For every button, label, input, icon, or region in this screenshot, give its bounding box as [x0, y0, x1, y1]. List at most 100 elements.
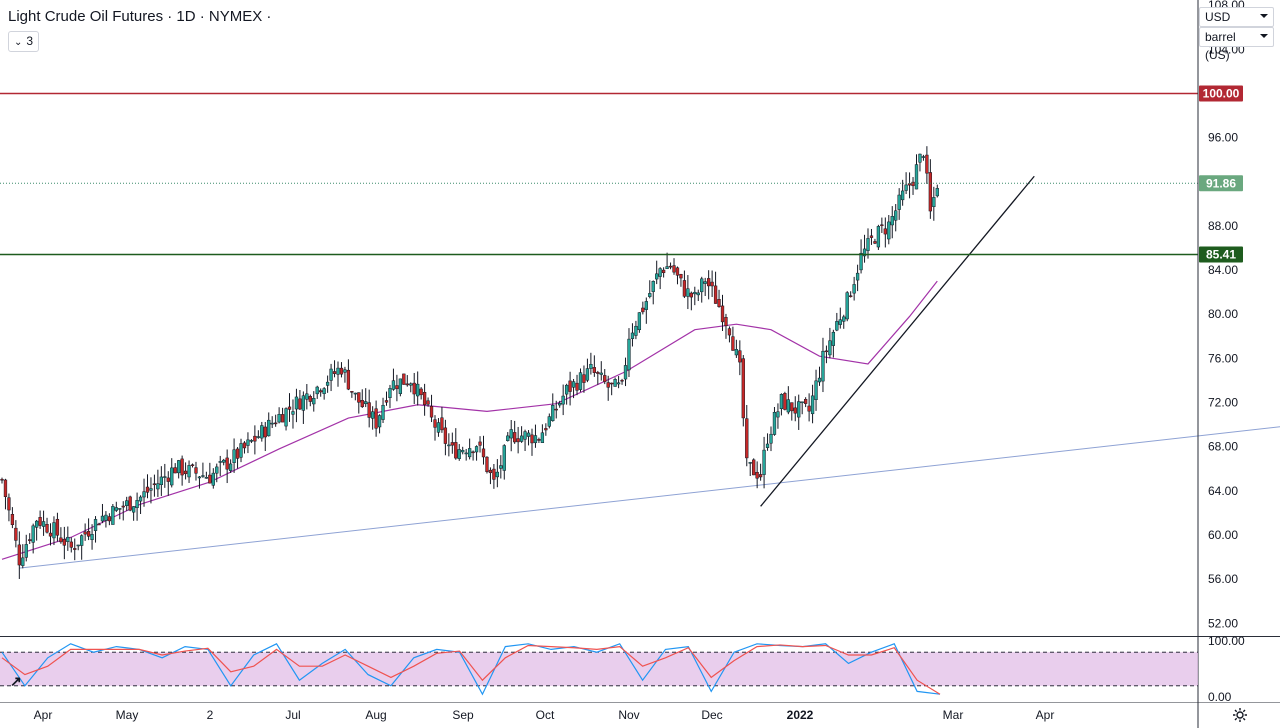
candle-body [575, 382, 579, 391]
candle-body [478, 441, 482, 446]
candle-body [90, 534, 94, 540]
candle-body [201, 475, 205, 477]
candle-body [280, 414, 285, 423]
candle-body [571, 381, 576, 388]
candle-body [173, 467, 177, 474]
candle-body [450, 442, 454, 446]
candle-body [481, 448, 486, 458]
candle-body [339, 367, 344, 375]
candle-body [845, 292, 849, 320]
candle-body [308, 396, 312, 402]
candle-body [790, 402, 794, 412]
candle-body [731, 336, 735, 351]
candle-body [578, 372, 583, 390]
time-tick-label: Aug [365, 708, 386, 722]
candle-body [925, 154, 929, 174]
candle-body [409, 383, 413, 386]
candle-body [547, 416, 551, 427]
candle-body [443, 427, 448, 444]
candle-body [128, 496, 132, 511]
candle-body [329, 368, 333, 381]
candle-body [707, 278, 711, 287]
candle-body [679, 274, 683, 279]
candle-body [474, 446, 479, 453]
tradingview-logo: ↗ [10, 673, 22, 689]
candle-body [589, 363, 593, 369]
candle-body [741, 358, 745, 419]
candle-body [204, 477, 209, 479]
candle-body [627, 338, 631, 371]
candle-body [765, 443, 770, 448]
candle-body [260, 425, 264, 439]
gear-icon[interactable] [1232, 707, 1248, 723]
candle-body [267, 419, 271, 437]
stochastic-pane: 0.00 100.00 ↗ [0, 634, 1245, 704]
candle-body [838, 319, 842, 325]
candle-body [897, 194, 901, 210]
price-tick-label: 68.00 [1208, 440, 1238, 454]
candle-body [62, 538, 67, 546]
time-axis[interactable]: Apr May 2 Jul Aug Sep Oct Nov Dec 2022 Mar Apr [0, 702, 1280, 723]
time-tick-label: Nov [618, 708, 639, 722]
candle-body [14, 527, 18, 541]
candle-body [873, 241, 877, 244]
candle-body [80, 535, 84, 546]
candle-body [336, 367, 340, 375]
candle-body [911, 181, 915, 187]
candlesticks [0, 146, 939, 579]
candle-body [222, 459, 226, 463]
candle-body [554, 408, 558, 411]
stoch-tick-label: 0.00 [1208, 690, 1232, 704]
candle-body [294, 396, 299, 410]
candle-body [343, 369, 347, 373]
candle-body [519, 435, 524, 442]
time-tick-label: 2022 [787, 708, 814, 722]
candle-body [606, 382, 610, 388]
candle-body [291, 411, 295, 415]
candle-body [880, 224, 884, 226]
candle-body [866, 238, 870, 251]
currency-select[interactable]: USD [1199, 7, 1274, 27]
candle-body [762, 449, 766, 475]
candle-body [769, 433, 773, 444]
time-tick-label: May [116, 708, 139, 722]
candle-body [686, 288, 690, 297]
candle-body [322, 388, 326, 394]
candle-body [564, 384, 569, 395]
candle-body [93, 519, 98, 531]
candle-body [433, 419, 437, 428]
candle-body [461, 450, 465, 453]
candle-body [807, 405, 811, 412]
candle-body [73, 548, 77, 550]
candle-body [485, 456, 489, 472]
candle-body [416, 383, 420, 397]
time-tick-label: 2 [207, 708, 214, 722]
candle-body [142, 491, 146, 498]
candle-body [734, 349, 739, 356]
candle-body [138, 496, 143, 502]
candle-body [41, 521, 46, 527]
indicators-collapse-button[interactable]: ⌄ 3 [8, 31, 40, 52]
candle-body [523, 431, 527, 440]
candle-body [388, 388, 392, 399]
candle-body [419, 388, 423, 396]
candle-body [495, 471, 500, 478]
candle-body [454, 442, 458, 459]
candle-body [235, 448, 240, 459]
candle-body [748, 462, 752, 464]
candle-body [319, 390, 323, 393]
candle-body [381, 404, 385, 420]
candle-body [835, 321, 839, 331]
unit-select[interactable]: barrel (US) [1199, 27, 1274, 62]
candle-body [287, 406, 292, 410]
candle-body [928, 172, 933, 212]
candle-body [585, 368, 590, 381]
candle-body [0, 478, 4, 481]
candle-body [55, 518, 60, 536]
candle-body [305, 393, 309, 400]
resistance-label: 100.00 [1203, 86, 1240, 100]
candle-body [499, 465, 503, 469]
candle-body [166, 477, 170, 482]
